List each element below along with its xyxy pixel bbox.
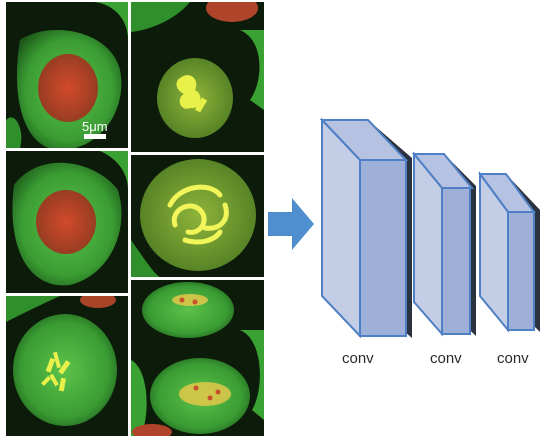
- micrograph-panel-3: [6, 296, 128, 436]
- right-arrow-icon: [268, 198, 314, 250]
- scale-bar-label: 5μm: [82, 119, 108, 134]
- micrograph-grid: 5μm: [4, 2, 266, 436]
- micrograph-panel-4: [131, 2, 264, 152]
- conv-label-2: conv: [430, 350, 462, 367]
- scale-bar: [84, 134, 106, 139]
- conv-label-3: conv: [497, 350, 529, 367]
- micrograph-panel-5: [131, 155, 264, 277]
- micrograph-panel-6: [131, 280, 264, 436]
- conv-block-1: [319, 117, 412, 339]
- conv-block-2: [411, 151, 476, 337]
- micrograph-panel-1: 5μm: [6, 2, 128, 148]
- conv-block-3: [478, 170, 540, 333]
- micrograph-panel-2: [6, 151, 128, 293]
- conv-label-1: conv: [342, 350, 374, 367]
